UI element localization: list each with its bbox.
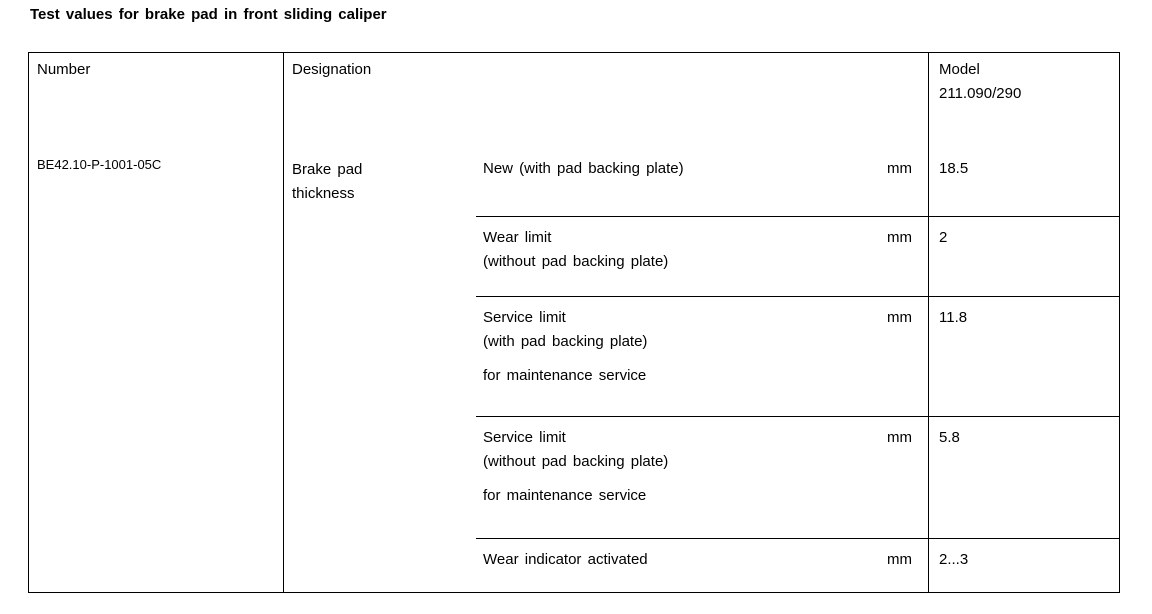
value-cell: 5.8	[929, 416, 1119, 538]
spec-label: Wear limit (without pad backing plate)	[483, 226, 668, 274]
spec-row: Wear indicator activated mm	[476, 538, 928, 592]
spec-unit: mm	[887, 551, 912, 568]
spec-table: Number Designation Model 211.090/290 BE4…	[28, 52, 1120, 593]
table-body-row: BE42.10-P-1001-05C Brake pad thickness N…	[29, 148, 1119, 592]
header-model-line2: 211.090/290	[939, 85, 1022, 102]
spec-label-line1: Service limit	[483, 429, 566, 446]
spec-label-line2: (without pad backing plate)	[483, 453, 669, 470]
spec-unit: mm	[887, 429, 912, 446]
value-cell: 2...3	[929, 538, 1119, 592]
spec-label-line2: (with pad backing plate)	[483, 333, 648, 350]
header-model-line1: Model	[939, 61, 980, 78]
spec-label: Service limit (without pad backing plate…	[483, 426, 668, 508]
spec-row: Wear limit (without pad backing plate) m…	[476, 216, 928, 296]
spec-label-line1: Wear limit	[483, 229, 552, 246]
spec-row: Service limit (without pad backing plate…	[476, 416, 928, 538]
number-cell: BE42.10-P-1001-05C	[29, 148, 284, 592]
value-cell: 18.5	[939, 160, 969, 177]
spec-note: for maintenance service	[483, 487, 647, 504]
table-header-row: Number Designation Model 211.090/290	[29, 53, 1119, 148]
designation-cell: Brake pad thickness New (with pad backin…	[284, 148, 928, 592]
spec-label: Service limit (with pad backing plate) f…	[483, 306, 647, 388]
spec-unit: mm	[887, 160, 912, 177]
spec-unit: mm	[887, 309, 912, 326]
spec-label-line1: New (with pad backing plate)	[483, 160, 684, 177]
spec-label-line1: Service limit	[483, 309, 566, 326]
header-model-cell: Model 211.090/290	[928, 53, 1119, 148]
spec-row: Service limit (with pad backing plate) f…	[476, 296, 928, 416]
spec-label: Wear indicator activated	[483, 548, 648, 572]
model-values-column: 18.5 2 11.8 5.8 2...3	[928, 148, 1119, 592]
header-number-cell: Number	[29, 53, 284, 148]
spec-row: New (with pad backing plate) mm	[476, 148, 928, 216]
spec-unit: mm	[887, 229, 912, 246]
header-designation-cell: Designation	[292, 61, 372, 78]
spec-label: New (with pad backing plate)	[483, 157, 684, 181]
value-cell: 2	[929, 216, 1119, 296]
spec-label-line2: (without pad backing plate)	[483, 253, 669, 270]
designation-label: Brake pad thickness	[292, 161, 363, 202]
spec-label-line1: Wear indicator activated	[483, 551, 648, 568]
page-title: Test values for brake pad in front slidi…	[30, 6, 387, 23]
spec-note: for maintenance service	[483, 367, 647, 384]
value-cell: 11.8	[929, 296, 1119, 416]
spec-subrows: New (with pad backing plate) mm Wear lim…	[476, 148, 928, 592]
